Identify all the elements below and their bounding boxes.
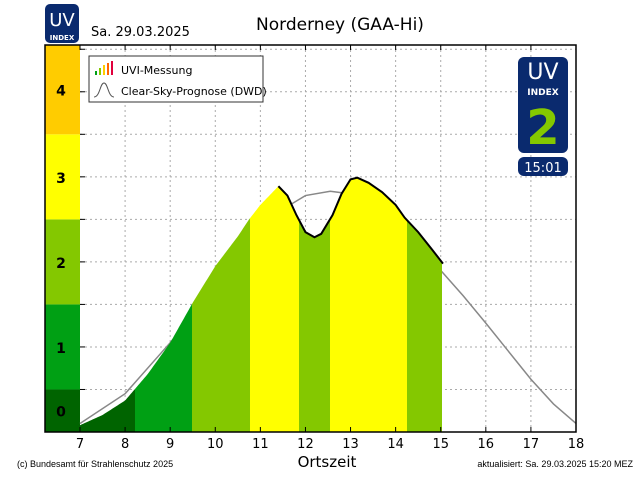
legend-clear-sky: Clear-Sky-Prognose (DWD) bbox=[121, 85, 267, 98]
uv-level-band-1 bbox=[45, 304, 80, 390]
x-tick-label: 7 bbox=[76, 437, 84, 452]
x-tick-label: 17 bbox=[523, 437, 540, 452]
badge-value: 2 bbox=[526, 100, 559, 156]
uv-logo: UV INDEX bbox=[45, 4, 79, 43]
updated-timestamp: aktualisiert: Sa. 29.03.2025 15:20 MEZ bbox=[477, 459, 633, 469]
uv-level-band-4 bbox=[45, 45, 80, 135]
x-axis-label: Ortszeit bbox=[298, 453, 357, 471]
uv-level-label: 3 bbox=[56, 171, 66, 187]
uv-fill-segment-level-0 bbox=[80, 388, 135, 432]
x-tick-label: 16 bbox=[478, 437, 495, 452]
x-tick-label: 14 bbox=[387, 437, 404, 452]
plot-frame bbox=[44, 44, 577, 433]
x-tick-label: 8 bbox=[121, 437, 129, 452]
legend: UVI-Messung Clear-Sky-Prognose (DWD) bbox=[88, 55, 267, 103]
logo-uv-text: UV bbox=[49, 10, 75, 31]
uv-fill-segment-level-2 bbox=[407, 220, 442, 432]
uv-level-label: 0 bbox=[56, 405, 66, 421]
x-tick-label: 13 bbox=[342, 437, 359, 452]
logo-index-text: INDEX bbox=[50, 34, 75, 42]
copyright: (c) Bundesamt für Strahlenschutz 2025 bbox=[17, 459, 173, 469]
uv-level-label: 1 bbox=[56, 341, 66, 357]
uv-fill-segment-level-2 bbox=[192, 218, 250, 432]
uv-level-label: 4 bbox=[56, 84, 66, 100]
uv-fill-segment-level-3 bbox=[330, 177, 407, 432]
bell-curve-icon bbox=[93, 82, 115, 98]
uv-level-band-2 bbox=[45, 219, 80, 305]
x-tick-label: 12 bbox=[297, 437, 314, 452]
uv-fill-segment-level-1 bbox=[135, 304, 192, 432]
x-tick-label: 11 bbox=[252, 437, 269, 452]
measurement-line bbox=[277, 176, 444, 265]
x-tick-label: 18 bbox=[568, 437, 585, 452]
uv-fill-segment-level-2 bbox=[299, 219, 330, 432]
badge-index-text: INDEX bbox=[527, 88, 558, 98]
uv-index-badge: UV INDEX 2 15:01 bbox=[518, 57, 568, 176]
uv-level-label: 2 bbox=[56, 256, 66, 272]
uvi-bars-icon bbox=[95, 61, 113, 75]
x-tick-label: 9 bbox=[166, 437, 174, 452]
uv-level-band-3 bbox=[45, 134, 80, 220]
x-tick-label: 10 bbox=[207, 437, 224, 452]
date-label: Sa. 29.03.2025 bbox=[91, 25, 190, 40]
badge-uv-text: UV bbox=[527, 60, 558, 85]
x-tick-label: 15 bbox=[432, 437, 449, 452]
uv-level-band-0 bbox=[45, 389, 80, 432]
badge-time: 15:01 bbox=[524, 161, 561, 176]
uv-fill-segment-level-3 bbox=[250, 186, 299, 432]
chart-title: Norderney (GAA-Hi) bbox=[256, 15, 424, 35]
legend-measurement: UVI-Messung bbox=[121, 64, 192, 77]
